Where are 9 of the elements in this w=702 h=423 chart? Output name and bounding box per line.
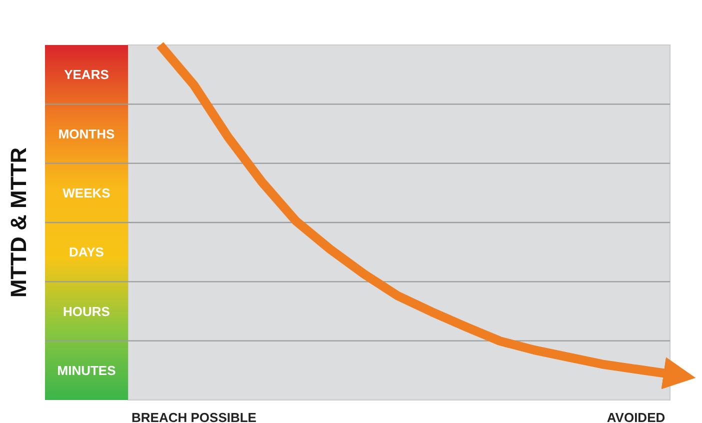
y-axis-title: MTTD & MTTR <box>6 147 31 298</box>
text: HOURS <box>63 304 110 319</box>
text: MONTHS <box>58 126 115 142</box>
text: WEEKS <box>62 185 111 200</box>
x-tick-label: BREACH POSSIBLE <box>132 410 257 423</box>
text: YEARS <box>64 67 110 82</box>
text: MINUTES <box>57 362 116 378</box>
text: DAYS <box>69 244 104 260</box>
x-tick-label: AVOIDED <box>606 410 666 423</box>
